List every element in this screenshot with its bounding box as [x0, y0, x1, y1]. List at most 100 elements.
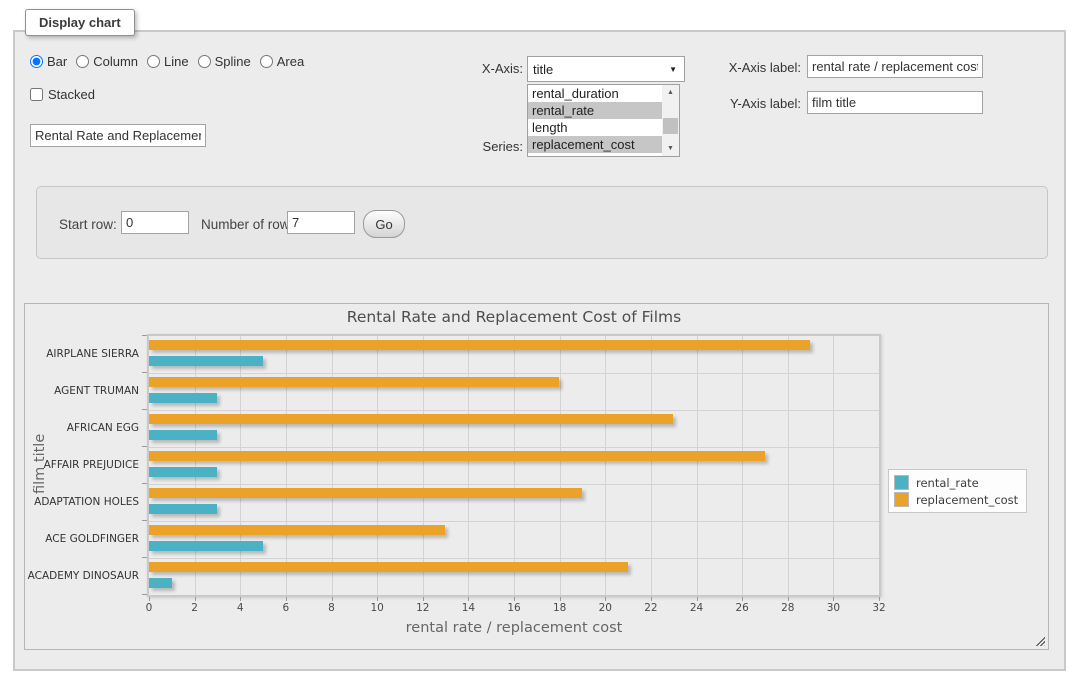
gridline-vertical: [742, 336, 743, 595]
x-axis-label-input[interactable]: [807, 55, 983, 78]
series-listbox[interactable]: rental_durationrental_ratelengthreplacem…: [527, 84, 680, 157]
x-tick-mark: [605, 597, 606, 601]
radio-bar[interactable]: [30, 55, 43, 68]
x-tick-mark: [240, 597, 241, 601]
x-tick-mark: [833, 597, 834, 601]
x-tick-label: 26: [727, 602, 757, 614]
legend-swatch-rental_rate: [894, 475, 909, 490]
x-tick-label: 24: [682, 602, 712, 614]
bar-rental_rate: [149, 578, 172, 588]
gridline-horizontal: [149, 447, 879, 448]
x-axis-label-caption: X-Axis label:: [722, 60, 801, 75]
bar-rental_rate: [149, 467, 217, 477]
gridline-vertical: [195, 336, 196, 595]
number-of-rows-label: Number of rows:: [201, 217, 300, 232]
gridline-horizontal: [149, 410, 879, 411]
radio-spline-label: Spline: [215, 54, 251, 69]
x-tick-mark: [332, 597, 333, 601]
radio-spline[interactable]: [198, 55, 211, 68]
x-tick-label: 8: [317, 602, 347, 614]
scroll-down-icon[interactable]: ▼: [662, 141, 679, 156]
bar-replacement_cost: [149, 377, 559, 387]
bar-rental_rate: [149, 356, 263, 366]
gridline-vertical: [514, 336, 515, 595]
radio-line[interactable]: [147, 55, 160, 68]
x-tick-mark: [468, 597, 469, 601]
bar-replacement_cost: [149, 525, 445, 535]
bar-replacement_cost: [149, 488, 582, 498]
legend-row: rental_rate: [894, 474, 1018, 491]
gridline-horizontal: [149, 558, 879, 559]
stacked-label: Stacked: [48, 87, 95, 102]
fieldset-legend: Display chart: [25, 9, 135, 36]
category-label: ACADEMY DINOSAUR: [25, 570, 139, 582]
x-tick-label: 32: [864, 602, 894, 614]
bar-rental_rate: [149, 504, 217, 514]
x-tick-label: 12: [408, 602, 438, 614]
page: Display chart Bar Column Line Spline Are…: [0, 0, 1081, 681]
x-tick-label: 20: [590, 602, 620, 614]
bar-replacement_cost: [149, 562, 628, 572]
category-label: AIRPLANE SIERRA: [25, 348, 139, 360]
start-row-label: Start row:: [59, 217, 117, 232]
chart-title-input[interactable]: [30, 124, 206, 147]
series-option-length[interactable]: length: [528, 119, 662, 136]
go-button[interactable]: Go: [363, 210, 405, 238]
x-tick-label: 28: [773, 602, 803, 614]
x-tick-mark: [377, 597, 378, 601]
gridline-vertical: [286, 336, 287, 595]
resize-handle-icon[interactable]: [1034, 635, 1045, 646]
gridline-vertical: [560, 336, 561, 595]
y-tick-mark: [142, 483, 147, 484]
y-tick-mark: [142, 594, 147, 595]
x-tick-mark: [560, 597, 561, 601]
x-axis-selected-value: title: [528, 62, 553, 77]
y-axis-label-input[interactable]: [807, 91, 983, 114]
x-tick-label: 18: [545, 602, 575, 614]
legend-label: rental_rate: [916, 476, 979, 490]
bar-rental_rate: [149, 393, 217, 403]
x-tick-label: 30: [818, 602, 848, 614]
bar-replacement_cost: [149, 340, 810, 350]
chart-container: Rental Rate and Replacement Cost of Film…: [24, 303, 1049, 650]
start-row-input[interactable]: [121, 211, 189, 234]
series-option-replacement_cost[interactable]: replacement_cost: [528, 136, 662, 153]
category-label: AFRICAN EGG: [25, 422, 139, 434]
x-tick-label: 2: [180, 602, 210, 614]
x-tick-label: 0: [134, 602, 164, 614]
number-of-rows-input[interactable]: [287, 211, 355, 234]
category-label: ADAPTATION HOLES: [25, 496, 139, 508]
x-tick-mark: [742, 597, 743, 601]
chart-type-radio-group: Bar Column Line Spline Area: [30, 54, 313, 69]
bar-rental_rate: [149, 541, 263, 551]
series-option-rental_rate[interactable]: rental_rate: [528, 102, 662, 119]
radio-line-label: Line: [164, 54, 189, 69]
x-tick-mark: [788, 597, 789, 601]
gridline-horizontal: [149, 373, 879, 374]
scroll-up-icon[interactable]: ▲: [662, 85, 679, 100]
series-option-rental_duration[interactable]: rental_duration: [528, 85, 662, 102]
chart-x-axis-title: rental rate / replacement cost: [149, 620, 879, 636]
x-tick-mark: [697, 597, 698, 601]
x-tick-mark: [879, 597, 880, 601]
chart-title: Rental Rate and Replacement Cost of Film…: [147, 308, 881, 326]
y-axis-label-caption: Y-Axis label:: [722, 96, 801, 111]
series-list-scrollbar[interactable]: ▲ ▼: [662, 85, 679, 156]
x-tick-label: 16: [499, 602, 529, 614]
bar-rental_rate: [149, 430, 217, 440]
gridline-horizontal: [149, 521, 879, 522]
gridline-vertical: [833, 336, 834, 595]
x-tick-mark: [195, 597, 196, 601]
x-tick-label: 22: [636, 602, 666, 614]
gridline-vertical: [651, 336, 652, 595]
stacked-checkbox-row: Stacked: [30, 87, 95, 102]
x-axis-select-label: X-Axis:: [455, 61, 523, 76]
radio-column[interactable]: [76, 55, 89, 68]
x-tick-label: 6: [271, 602, 301, 614]
x-axis-select[interactable]: title ▼: [527, 56, 685, 82]
x-tick-mark: [423, 597, 424, 601]
stacked-checkbox[interactable]: [30, 88, 43, 101]
radio-area[interactable]: [260, 55, 273, 68]
x-tick-mark: [286, 597, 287, 601]
scrollbar-thumb[interactable]: [663, 118, 678, 134]
